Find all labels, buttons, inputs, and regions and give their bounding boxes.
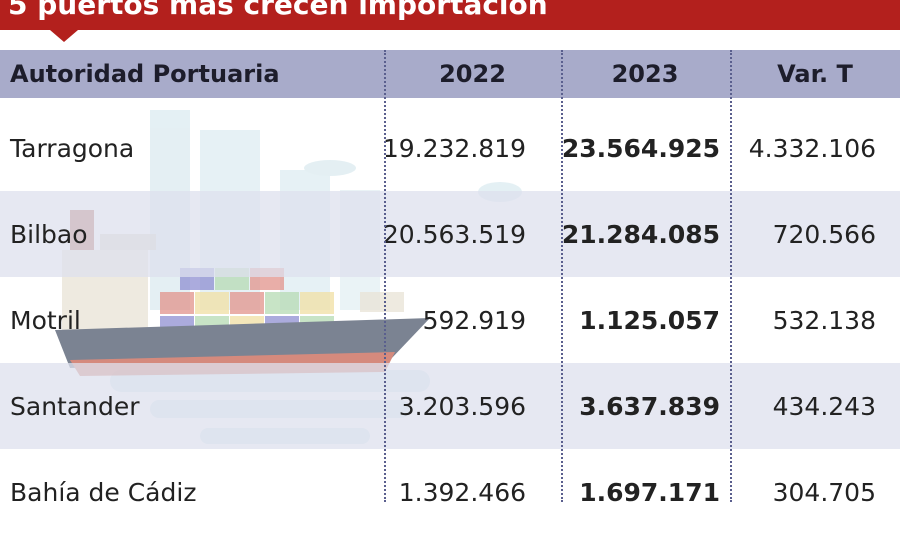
column-header: 2023 — [611, 60, 679, 88]
value-cell: 720.566 — [772, 219, 876, 249]
value-cell: 1.125.057 — [579, 305, 720, 335]
banner-pointer — [50, 30, 78, 42]
table-row: Motril 592.919 1.125.057 532.138 — [0, 277, 900, 363]
port-name: Bilbao — [10, 219, 88, 249]
value-cell: 23.564.925 — [561, 133, 720, 163]
value-cell: 304.705 — [772, 477, 876, 507]
value-cell: 19.232.819 — [382, 133, 526, 163]
value-cell: 1.392.466 — [398, 477, 526, 507]
value-cell: 21.284.085 — [561, 219, 720, 249]
table-row: Santander 3.203.596 3.637.839 434.243 — [0, 363, 900, 449]
column-header: Autoridad Portuaria — [10, 60, 280, 88]
value-cell: 434.243 — [772, 391, 876, 421]
port-name: Tarragona — [10, 133, 135, 163]
value-cell: 532.138 — [772, 305, 876, 335]
value-cell: 3.637.839 — [579, 391, 720, 421]
port-name: Motril — [10, 305, 81, 335]
table-row: Bilbao 20.563.519 21.284.085 720.566 — [0, 191, 900, 277]
port-name: Bahía de Cádiz — [10, 477, 197, 507]
table-row: Tarragona 19.232.819 23.564.925 4.332.106 — [0, 105, 900, 191]
title: 5 puertos más crecen importación — [8, 0, 548, 21]
table-row: Bahía de Cádiz 1.392.466 1.697.171 304.705 — [0, 449, 900, 535]
column-separator — [384, 50, 386, 502]
page: 5 puertos más crecen importación Autorid… — [0, 0, 900, 507]
value-cell: 4.332.106 — [748, 133, 876, 163]
column-header: 2022 — [439, 60, 506, 88]
title-banner: 5 puertos más crecen importación — [0, 0, 900, 30]
header-row: Autoridad Portuaria 2022 2023 Var. T — [0, 50, 900, 98]
value-cell: 1.697.171 — [579, 477, 720, 507]
column-separator — [561, 50, 563, 502]
value-cell: 3.203.596 — [398, 391, 526, 421]
value-cell: 20.563.519 — [382, 219, 526, 249]
port-name: Santander — [10, 391, 140, 421]
column-separator — [730, 50, 732, 502]
value-cell: 592.919 — [422, 305, 526, 335]
column-header: Var. T — [777, 60, 853, 88]
